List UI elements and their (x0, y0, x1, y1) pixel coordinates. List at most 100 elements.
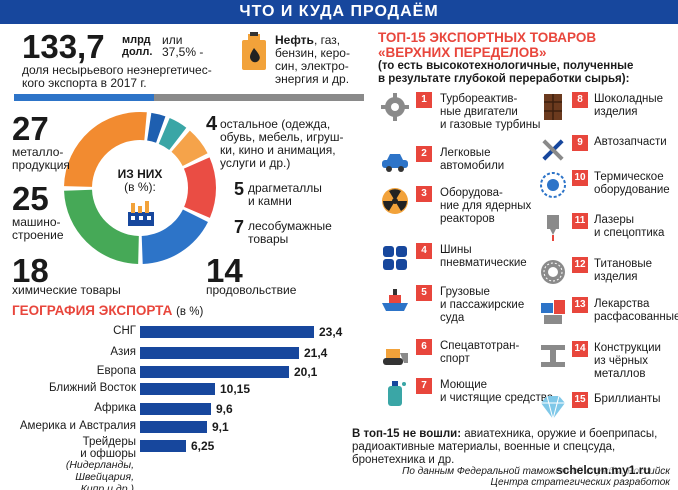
top15-item-label: Конструкции из чёрных металлов (594, 342, 661, 380)
seg-chem-label: химические товары (12, 283, 121, 297)
donut-slice-chem (141, 209, 208, 264)
seg-wood-line2: товары (248, 232, 289, 246)
top15-rank-badge: 2 (416, 146, 432, 162)
tools-icon (538, 135, 568, 165)
top15-item-label: Шоколадные изделия (594, 93, 664, 118)
donut-slice-food (183, 157, 217, 218)
tires-icon (380, 243, 410, 273)
detergent-icon (380, 378, 410, 408)
headline-unit-line1: млрд (122, 34, 151, 46)
excluded-line2: радиоактивные материалы, военные и спецс… (352, 441, 616, 466)
top15-item-label: Автозапчасти (594, 136, 667, 148)
source-line1: По данным Федеральной таможенной службы,… (402, 466, 670, 477)
geo-bar-label: Африка (94, 402, 136, 414)
geo-footnote-line2: Швейцария, Кипр и др.) (75, 471, 134, 490)
donut-center-label: ИЗ НИХ (в %): (110, 168, 170, 194)
page-banner: ЧТО И КУДА ПРОДАЁМ (0, 0, 678, 24)
chocolate-icon (538, 92, 568, 122)
geo-bar-value: 9,6 (216, 402, 233, 416)
top15-rank-badge: 5 (416, 285, 432, 301)
oil-line4: энергия и др. (275, 72, 350, 86)
diamond-icon (538, 392, 568, 422)
excluded-bold: В топ-15 не вошли: (352, 428, 462, 440)
top15-item-label: Спецавтотран-спорт (440, 340, 520, 365)
oil-bold-text: Нефть (275, 33, 314, 47)
seg-precious-line1: драгметаллы (248, 181, 322, 195)
seg-wood-value: 7 (234, 217, 245, 237)
top15-rank-badge: 1 (416, 92, 432, 108)
titanium-icon (538, 257, 568, 287)
geo-unit: (в %) (176, 306, 204, 318)
top15-rank-badge: 7 (416, 378, 432, 394)
seg-other-line2: обувь, мебель, игруш- (220, 130, 344, 144)
geo-title-text: ГЕОГРАФИЯ ЭКСПОРТА (12, 303, 173, 318)
geo-footnote-line1: (Нидерланды, (65, 459, 134, 471)
oil-rest-text: , газ, (313, 33, 341, 47)
source-line2: Центра стратегических разработок (490, 477, 670, 488)
seg-other-value: 4 (206, 113, 218, 135)
headline-unit-line2: долл. (122, 46, 153, 58)
watermark: schelcun.my1.ru (556, 463, 651, 477)
seg-other-line4: услуги и др.) (220, 156, 291, 170)
top15-rank-badge: 6 (416, 339, 432, 355)
top15-rank-badge: 10 (572, 170, 588, 186)
geo-bar (140, 347, 299, 359)
seg-machine-line2: строение (12, 228, 64, 242)
donut-center-line1: ИЗ НИХ (117, 167, 163, 181)
seg-wood-line1: лесобумажные (248, 219, 332, 233)
geo-bar-chart: СНГ 23,4 Азия 21,4 Европа 20,1 Ближний Восток 1… (19, 325, 342, 460)
seg-wood-label: лесобумажные товары (248, 220, 332, 246)
headline-or-line2: 37,5% - (162, 45, 204, 59)
bulldozer-icon (380, 339, 410, 369)
donut-slice-wood (171, 130, 208, 167)
donut-slice-precious (158, 118, 187, 150)
geo-title: ГЕОГРАФИЯ ЭКСПОРТА (в %) (12, 303, 203, 318)
laser-icon (538, 213, 568, 243)
geo-footnote: (Нидерланды, Швейцария, Кипр и др.) (56, 459, 134, 490)
headline-desc-line1: доля несырьевого неэнергетичес- (22, 63, 212, 77)
share-bar-nonresource (14, 94, 154, 101)
source-note: По данным Федеральной таможенной службы,… (268, 466, 670, 488)
seg-metal-value: 27 (12, 110, 49, 147)
seg-machine-value: 25 (12, 180, 49, 217)
headline-desc-line2: кого экспорта в 2017 г. (22, 76, 147, 90)
top15-rank-badge: 4 (416, 243, 432, 259)
geo-bar (140, 403, 211, 415)
geo-bar-label: Америка и Австралия (19, 420, 136, 432)
headline-unit: млрд долл. (122, 34, 152, 58)
seg-other-line1: остальное (одежда, (220, 117, 331, 131)
structure-donut-chart (64, 112, 217, 264)
medicine-icon (538, 297, 568, 327)
seg-precious-label: драгметаллы и камни (248, 182, 322, 208)
seg-metal-label: металло- продукция (12, 146, 70, 172)
top15-item-label: Титановые изделия (594, 258, 652, 283)
oil-canister-icon (238, 32, 272, 72)
top15-title: ТОП-15 ЭКСПОРТНЫХ ТОВАРОВ «ВЕРХНИХ ПЕРЕД… (378, 30, 596, 60)
seg-precious-line2: и камни (248, 194, 292, 208)
headline-or-line1: или (162, 33, 183, 47)
top15-rank-badge: 15 (572, 392, 588, 408)
geo-bar-value: 10,15 (220, 382, 251, 396)
donut-slice-other (147, 112, 166, 143)
top15-rank-badge: 13 (572, 297, 588, 313)
top15-rank-badge: 3 (416, 186, 432, 202)
geo-bar-value: 6,25 (191, 439, 215, 453)
top15-item-label: Шины пневматические (440, 244, 527, 269)
top15-sub-line1: (то есть высокотехнологичные, полученные (378, 60, 634, 72)
geo-bar (140, 383, 215, 395)
ship-icon (380, 285, 410, 315)
geo-bar (140, 366, 289, 378)
top15-rank-badge: 9 (572, 135, 588, 151)
top15-item-label: Грузовые и пассажирские суда (440, 286, 525, 324)
headline-value: 133,7 (22, 28, 105, 65)
top15-item-label: Лазеры и спецоптика (594, 214, 665, 239)
headline-share: или 37,5% - (162, 34, 203, 58)
top15-item-label: Бриллианты (594, 393, 661, 405)
top15-sub-line2: в результате глубокой переработки сырья)… (378, 73, 630, 85)
gear-icon (380, 92, 410, 122)
car-icon (380, 146, 410, 176)
excluded-rest: авиатехника, оружие и боеприпасы, (461, 428, 658, 440)
radiation-icon (380, 186, 410, 216)
geo-bar-value: 9,1 (212, 420, 229, 434)
geo-bar-label: Трейдеры и офшоры (80, 436, 136, 460)
